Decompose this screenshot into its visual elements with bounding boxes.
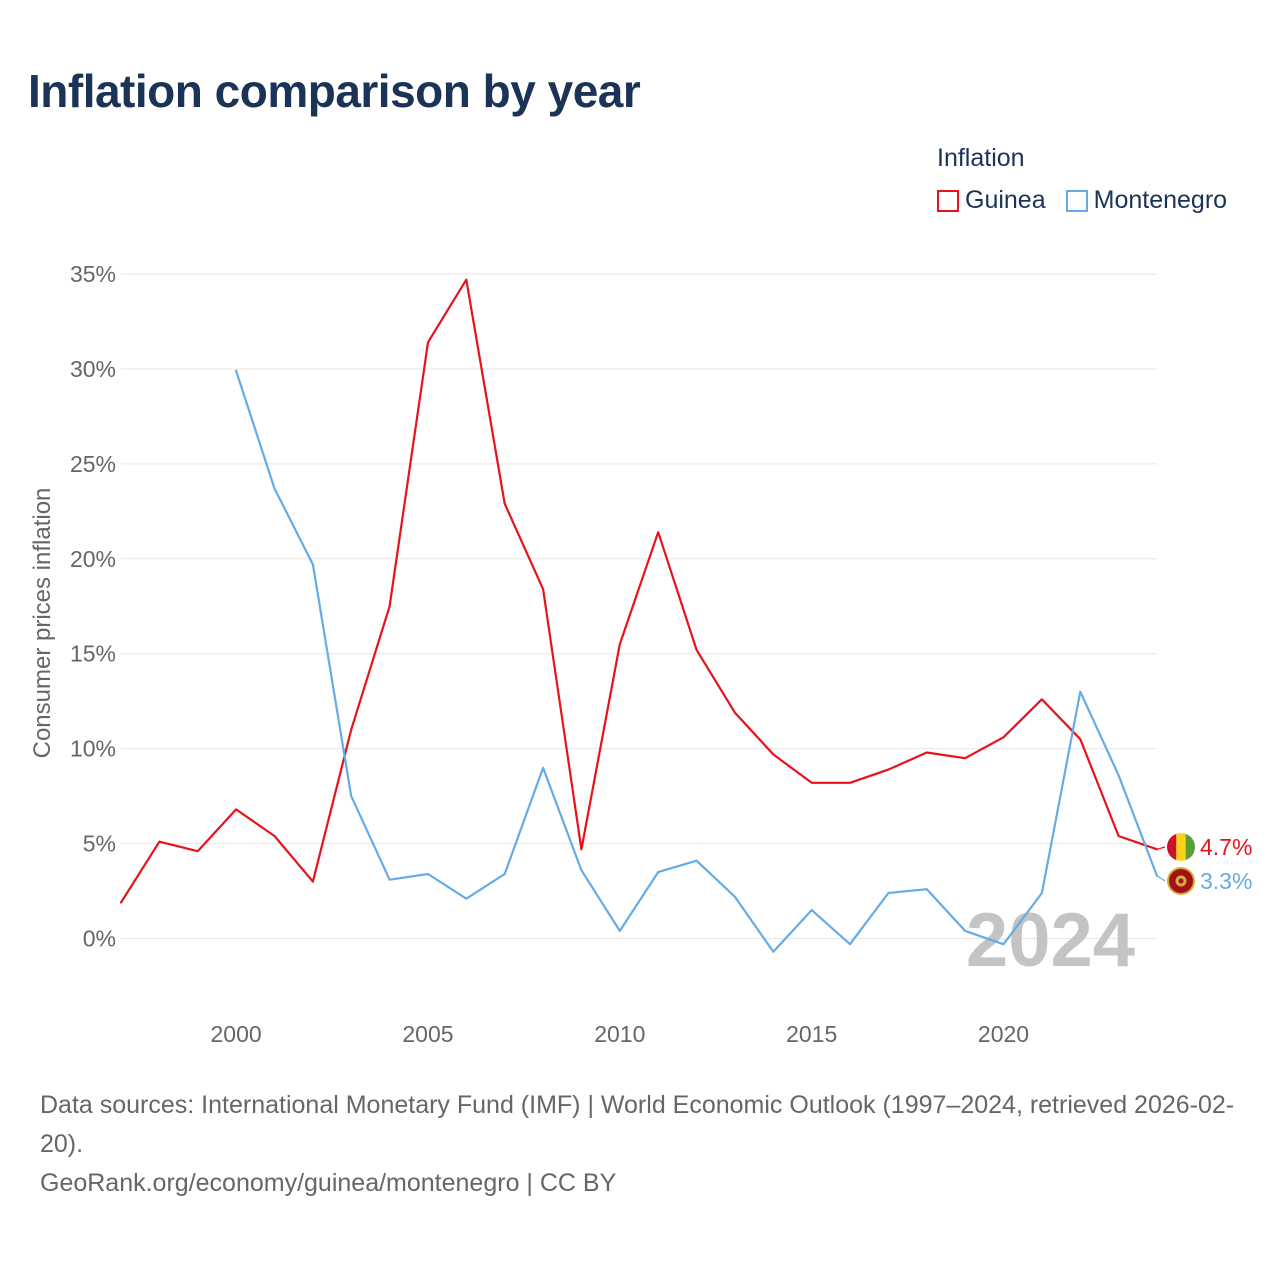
guinea-flag-icon <box>1167 833 1195 861</box>
line-chart: 0%5%10%15%20%25%30%35% 2000 2005 2010 2015 2… <box>29 261 1252 1047</box>
x-tick-label: 2015 <box>786 1021 837 1047</box>
y-axis-ticks: 0% 5% 10% 15% 20% 25% 30% 35% <box>70 261 116 952</box>
legend-label-montenegro: Montenegro <box>1093 186 1228 214</box>
chart-title: Inflation comparison by year <box>28 65 641 117</box>
legend-item-guinea[interactable]: Guinea <box>937 186 1046 215</box>
grid-lines <box>121 273 1157 940</box>
data-sources: Data sources: International Monetary Fun… <box>40 1091 1235 1158</box>
legend-swatch-montenegro <box>1065 189 1088 212</box>
y-tick-label: 35% <box>70 261 116 287</box>
x-tick-label: 2020 <box>978 1021 1029 1047</box>
end-markers: 4.7% 3.3% <box>1156 833 1252 895</box>
legend-label-guinea: Guinea <box>965 186 1046 214</box>
y-tick-label: 20% <box>70 546 116 572</box>
x-tick-label: 2010 <box>594 1021 645 1047</box>
y-tick-label: 30% <box>70 356 116 382</box>
credit-line: GeoRank.org/economy/guinea/montenegro | … <box>40 1169 617 1197</box>
y-tick-label: 15% <box>70 641 116 667</box>
y-axis-label: Consumer prices inflation <box>29 488 56 759</box>
series-line-guinea[interactable] <box>119 278 1159 904</box>
legend: Guinea Montenegro <box>937 186 1227 215</box>
x-tick-label: 2005 <box>402 1021 453 1047</box>
y-tick-label: 10% <box>70 736 116 762</box>
footer: Data sources: International Monetary Fun… <box>40 1086 1250 1203</box>
y-tick-label: 25% <box>70 451 116 477</box>
legend-title: Inflation <box>937 144 1025 172</box>
connector-montenegro <box>1156 875 1166 882</box>
legend-item-montenegro[interactable]: Montenegro <box>1065 186 1228 215</box>
montenegro-flag-icon <box>1167 867 1195 895</box>
series-lines <box>119 278 1159 953</box>
y-tick-label: 5% <box>83 831 116 857</box>
end-label-montenegro: 3.3% <box>1200 868 1252 894</box>
end-label-guinea: 4.7% <box>1200 834 1252 860</box>
x-tick-label: 2000 <box>211 1021 262 1047</box>
y-tick-label: 0% <box>83 926 116 952</box>
series-line-montenegro[interactable] <box>235 369 1159 953</box>
connector-guinea <box>1156 846 1166 850</box>
x-axis-ticks: 2000 2005 2010 2015 2020 <box>211 1021 1030 1047</box>
legend-swatch-guinea <box>937 189 959 212</box>
